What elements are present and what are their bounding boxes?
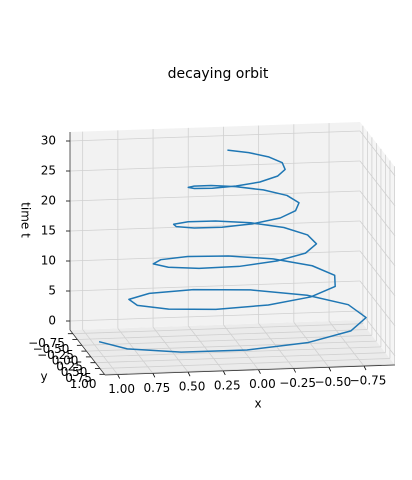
grid-line — [90, 346, 381, 358]
grid-line — [99, 358, 390, 369]
grid-line — [359, 160, 396, 207]
grid-line — [69, 160, 361, 172]
orbit-line — [98, 149, 367, 353]
x-tick — [152, 373, 156, 378]
x-tick — [258, 369, 261, 374]
grid-line — [82, 329, 118, 375]
grid-line — [69, 190, 361, 202]
x-tick-label: 0.75 — [144, 381, 171, 395]
x-tick-label: −0.75 — [350, 374, 387, 388]
z-axis-label: time t — [19, 202, 33, 238]
x-tick-label: 1.00 — [108, 382, 135, 396]
grid-line — [77, 329, 368, 340]
x-tick — [293, 368, 296, 373]
x-tick-label: 0.00 — [249, 377, 276, 391]
grid-line — [152, 326, 189, 373]
grid-line — [359, 130, 396, 177]
z-tick-label: 10 — [41, 254, 56, 268]
y-tick-label: −0.50 — [33, 342, 70, 356]
x-tick-label: 0.25 — [214, 378, 241, 392]
chart-title: decaying orbit — [168, 66, 269, 82]
z-tick-label: 30 — [41, 134, 56, 148]
grid-line — [293, 322, 330, 368]
z-tick-label: 25 — [41, 164, 56, 178]
z-tick-label: 0 — [48, 314, 56, 328]
z-tick-label: 20 — [41, 194, 56, 208]
grid-line — [69, 130, 361, 142]
y-tick-label: 0.50 — [61, 365, 88, 379]
grid-line — [359, 250, 396, 297]
grid-line — [69, 310, 361, 322]
grid-line — [95, 352, 386, 364]
y-tick-label: 0.25 — [56, 359, 83, 373]
z-tick-label: 15 — [41, 224, 56, 238]
grid-line — [117, 328, 154, 374]
x-tick — [187, 371, 191, 377]
grid-line — [81, 334, 372, 346]
x-tick — [363, 365, 367, 371]
grid-line — [359, 280, 396, 327]
grid-line — [187, 325, 224, 372]
x-axis-line — [104, 364, 396, 376]
x-tick-label: 0.50 — [179, 380, 206, 394]
grid-line — [69, 280, 361, 292]
x-tick — [117, 374, 121, 379]
grid-line — [72, 323, 363, 335]
y-axis-line — [69, 329, 106, 376]
x-tick-label: −0.25 — [279, 376, 316, 390]
y-axis-label: y — [40, 370, 47, 384]
grid-line — [69, 220, 361, 232]
grid-line — [223, 324, 259, 370]
grid-line — [359, 190, 396, 237]
x-tick — [222, 370, 226, 376]
grid-line — [104, 363, 395, 375]
y-tick-label: 0.00 — [52, 354, 79, 368]
x-tick-label: −0.50 — [314, 375, 351, 389]
grid-line — [328, 320, 365, 367]
grid-line — [359, 220, 396, 267]
y-tick-label: −0.75 — [28, 336, 65, 350]
y-tick-label: 0.75 — [65, 371, 92, 385]
x-axis-label: x — [254, 397, 261, 411]
z-tick-label: 5 — [48, 284, 56, 298]
y-tick-label: −0.25 — [37, 348, 74, 362]
x-tick — [328, 367, 332, 372]
y-tick-label: 1.00 — [70, 377, 97, 391]
